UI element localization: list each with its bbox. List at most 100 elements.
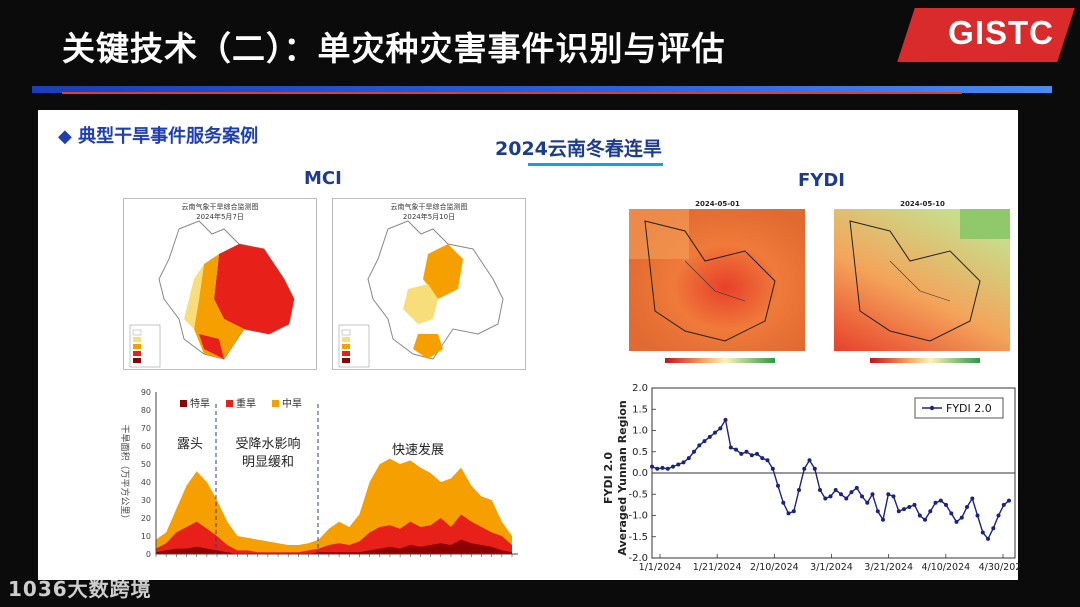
fydi-point — [917, 513, 922, 518]
fydi-point — [828, 494, 833, 499]
fydi-y-tick: 1.5 — [632, 404, 648, 415]
legend-label-special: 特旱 — [190, 398, 210, 410]
fydi-y-tick: 1.0 — [632, 426, 648, 437]
fydi-point — [713, 430, 717, 435]
annotation-rapid: 快速发展 — [392, 442, 444, 458]
fydi-y-tick: -0.5 — [628, 489, 648, 500]
fydi-point — [865, 500, 870, 505]
area-chart-ylabel: 干旱面积（万平方公里） — [119, 424, 131, 523]
fydi-point — [692, 449, 696, 454]
fydi-point — [776, 483, 780, 488]
fydi-map-1: 2024-05-01 — [625, 200, 810, 369]
mci-map-2-graphic — [338, 220, 504, 368]
fydi-map-2: 2024-05-10 — [830, 200, 1015, 369]
area-y-tick: 90 — [141, 388, 151, 397]
fydi-point — [870, 492, 875, 497]
fydi-x-tick: 3/1/2024 — [810, 562, 853, 573]
fydi-x-tick: 1/21/2024 — [693, 562, 742, 573]
fydi-point — [718, 426, 723, 431]
area-series-重旱 — [156, 514, 512, 554]
fydi-y-tick: 0.5 — [632, 447, 648, 458]
area-y-tick: 0 — [146, 550, 151, 559]
area-y-tick: 70 — [141, 424, 151, 433]
fydi-y-tick: 2.0 — [632, 383, 648, 394]
area-y-tick: 30 — [141, 496, 151, 505]
fydi-point — [786, 511, 791, 516]
fydi-point — [965, 505, 969, 509]
fydi-point — [802, 466, 807, 471]
area-y-tick: 60 — [141, 442, 151, 451]
title-divider-accent — [62, 92, 962, 94]
fydi-point — [702, 439, 707, 444]
mci-map-title: 云南气象干旱综合监测图 — [390, 203, 468, 211]
legend-label-severe: 重旱 — [236, 397, 256, 410]
fydi-point — [970, 496, 975, 501]
fydi-x-tick: 4/30/2024 — [979, 562, 1020, 573]
fydi-point — [860, 494, 864, 499]
drought-event-title: 2024云南冬春连旱 — [495, 138, 662, 160]
fydi-x-tick: 2/10/2024 — [750, 562, 799, 573]
fydi-point — [954, 519, 959, 524]
fydi-point — [660, 465, 665, 470]
fydi-point — [818, 488, 822, 492]
mci-map-date: 2024年5月10日 — [402, 213, 456, 221]
fydi-point — [949, 511, 954, 516]
fydi-line-chart: 2.0 1.5 1.0 0.5 0.0 -0.5 -1.0 -1.5 -2.01/1/2024 1… — [602, 383, 1020, 573]
fydi-point — [1001, 502, 1006, 507]
line-chart-ylabel: FYDI 2.0 — [602, 452, 615, 504]
fydi-point — [844, 496, 849, 501]
fydi-point — [881, 517, 885, 522]
mci-label: MCI — [304, 168, 342, 189]
fydi-map-2-graphic — [834, 209, 1010, 363]
fydi-point — [755, 451, 759, 456]
annotation-easing-line2: 明显缓和 — [242, 455, 294, 470]
fydi-point — [812, 466, 817, 471]
fydi-point — [676, 462, 681, 467]
fydi-point — [686, 456, 691, 461]
fydi-point — [891, 494, 896, 499]
mci-map-date: 2024年5月7日 — [196, 213, 244, 221]
fydi-point — [980, 530, 985, 535]
fydi-point — [944, 502, 948, 507]
drought-area-chart: 0 10 20 30 40 50 60 70 80 90 干旱面积（万平方公里） 特旱 重旱 中旱… — [119, 388, 518, 559]
fydi-point — [671, 464, 675, 469]
fydi-point — [765, 458, 770, 463]
fydi-x-tick: 4/10/2024 — [921, 562, 970, 573]
fydi-point — [723, 417, 728, 422]
fydi-point — [933, 500, 938, 505]
fydi-point — [760, 456, 765, 461]
fydi-point — [791, 509, 796, 514]
slide-title: 关键技术（二）：单灾种灾害事件识别与评估 — [62, 29, 726, 68]
fydi-point — [665, 466, 670, 471]
area-y-tick: 50 — [141, 460, 151, 469]
fydi-point — [797, 488, 801, 492]
fydi-point — [896, 509, 901, 514]
fydi-point — [849, 490, 854, 495]
fydi-point — [681, 460, 686, 465]
fydi-point — [1007, 498, 1011, 503]
fydi-point — [875, 509, 880, 514]
fydi-map-date: 2024-05-01 — [695, 200, 740, 208]
fydi-point — [734, 447, 738, 452]
title-divider — [32, 86, 1052, 93]
line-chart-legend: FYDI 2.0 — [914, 397, 1004, 419]
line-chart-legend-label: FYDI 2.0 — [946, 402, 992, 415]
fydi-point — [923, 517, 927, 522]
annotation-onset: 露头 — [177, 437, 203, 452]
fydi-point — [959, 515, 964, 520]
fydi-point — [749, 453, 754, 458]
fydi-point — [902, 507, 906, 512]
fydi-point — [770, 466, 775, 471]
fydi-point — [938, 498, 943, 503]
drought-title-underline — [528, 163, 663, 166]
fydi-point — [986, 536, 990, 541]
fydi-point — [781, 500, 786, 505]
fydi-point — [744, 449, 749, 454]
watermark: 1036大数跨境 — [8, 577, 152, 601]
fydi-point — [839, 492, 843, 497]
area-series-特旱 — [156, 539, 512, 554]
line-chart-ylabel-line2: Averaged Yunnan Region — [616, 400, 629, 555]
fydi-y-tick: -2.0 — [628, 553, 648, 564]
fydi-point — [697, 443, 702, 448]
